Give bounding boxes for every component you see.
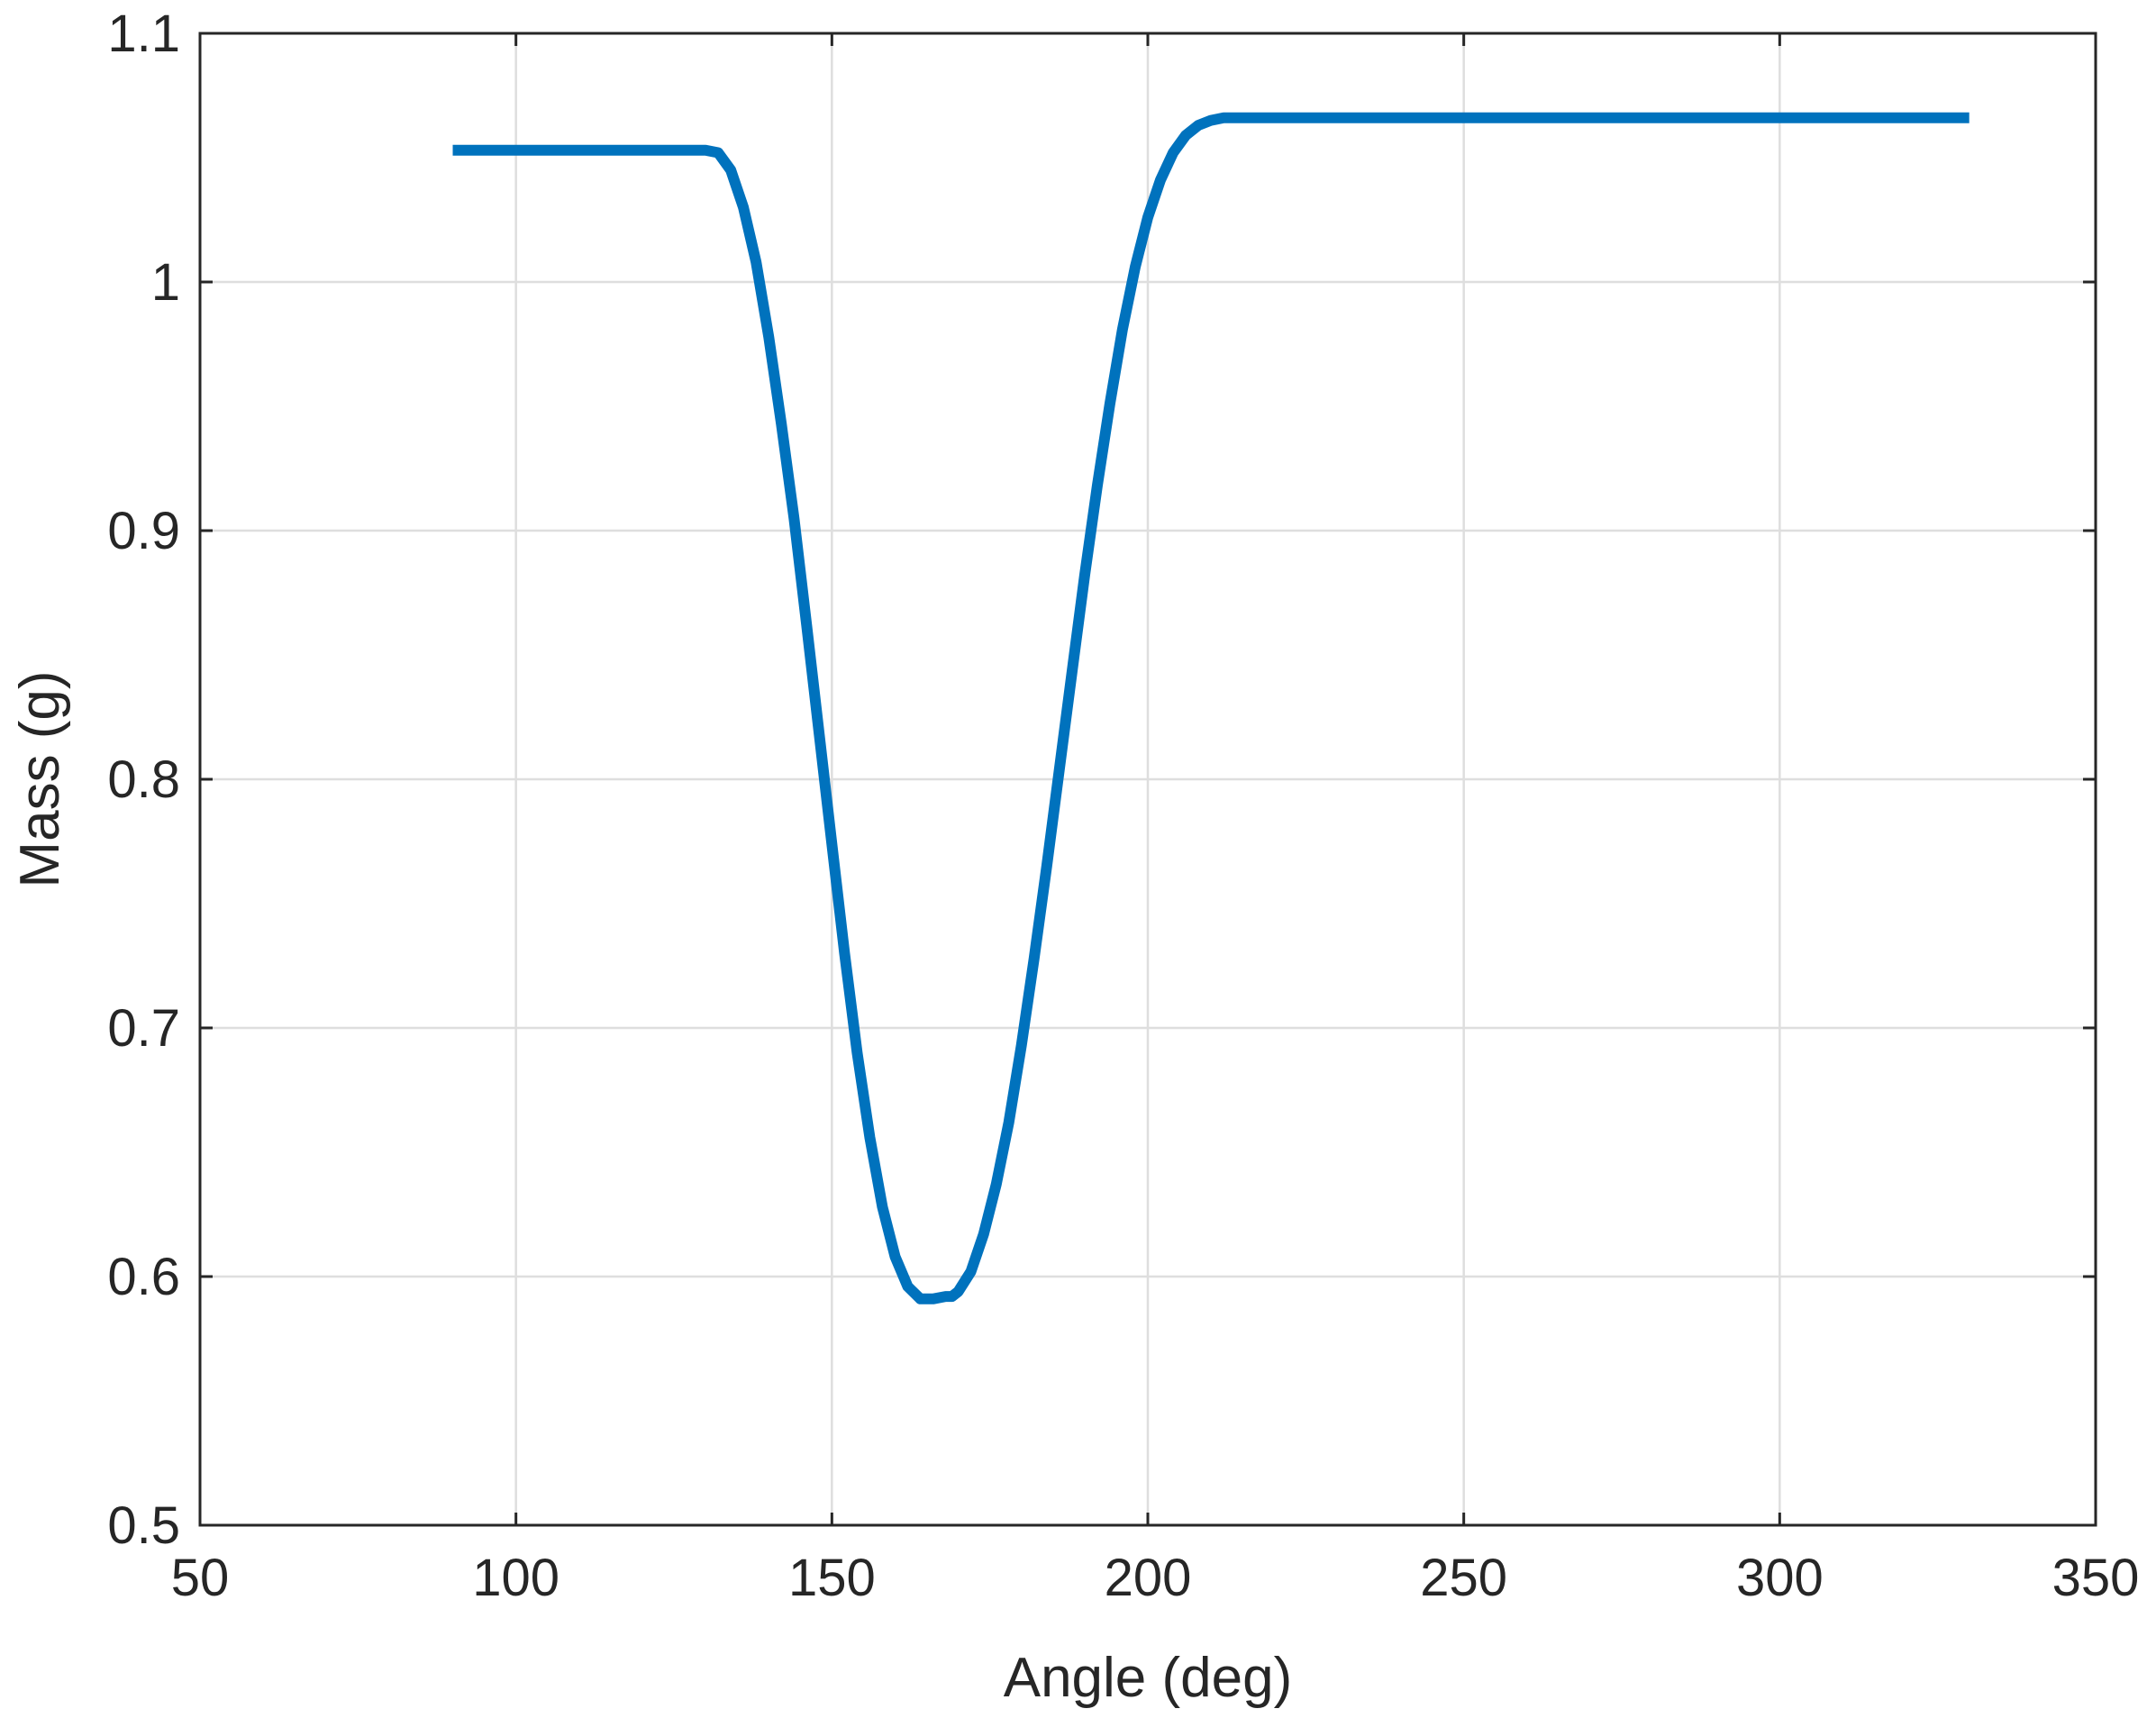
x-tick-label: 100 (472, 1549, 559, 1607)
y-tick-label: 0.5 (107, 1496, 180, 1555)
x-tick-label: 250 (1420, 1549, 1507, 1607)
y-tick-label: 0.7 (107, 999, 180, 1058)
x-axis-label: Angle (deg) (1004, 1647, 1293, 1709)
x-tick-label: 350 (2052, 1549, 2140, 1607)
grid (200, 33, 2096, 1525)
y-tick-label: 1.1 (107, 5, 180, 63)
x-tick-label: 300 (1736, 1549, 1824, 1607)
x-tick-labels: 50 100 150 200 250 300 350 (171, 1549, 2140, 1607)
tick-marks (198, 32, 2097, 1527)
y-tick-label: 0.6 (107, 1248, 180, 1306)
x-tick-label: 150 (788, 1549, 876, 1607)
y-axis-label: Mass (g) (9, 670, 71, 887)
plot-series (452, 112, 1970, 1304)
y-tick-label: 1 (151, 253, 180, 312)
x-tick-label: 50 (171, 1549, 230, 1607)
series-line (452, 112, 1970, 1304)
y-tick-labels: 0.5 0.6 0.7 0.8 0.9 1 1.1 (107, 5, 180, 1555)
y-tick-label: 0.9 (107, 502, 180, 560)
y-tick-label: 0.8 (107, 750, 180, 809)
x-tick-label: 200 (1105, 1549, 1192, 1607)
